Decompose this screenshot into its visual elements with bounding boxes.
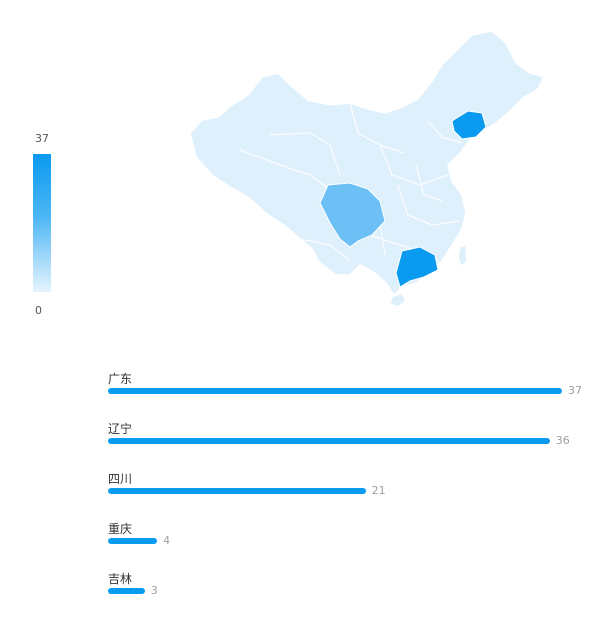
map-hainan bbox=[389, 292, 407, 308]
bar-mark[interactable] bbox=[108, 438, 550, 444]
bar-mark[interactable] bbox=[108, 538, 158, 544]
legend-min-label: 0 bbox=[35, 304, 42, 317]
bar-row[interactable]: 重庆 4 bbox=[108, 516, 588, 566]
bar-value-label: 21 bbox=[371, 484, 386, 497]
bar-category-label: 重庆 bbox=[108, 522, 133, 536]
map-province-sichuan[interactable] bbox=[319, 182, 386, 248]
ranking-bar-chart: 广东 37 辽宁 36 四川 21 重庆 4 吉林 3 bbox=[108, 366, 588, 616]
bar-mark[interactable] bbox=[108, 488, 366, 494]
map-china-outline bbox=[189, 30, 546, 297]
bar-value-label: 37 bbox=[568, 384, 582, 397]
bar-category-label: 广东 bbox=[108, 372, 133, 386]
bar-mark[interactable] bbox=[108, 388, 562, 394]
map-province-guangdong[interactable] bbox=[395, 246, 439, 288]
bar-value-label: 3 bbox=[150, 584, 158, 597]
bar-value-label: 4 bbox=[163, 534, 171, 547]
map-taiwan bbox=[457, 243, 468, 269]
bar-row[interactable]: 辽宁 36 bbox=[108, 416, 588, 466]
bar-row[interactable]: 四川 21 bbox=[108, 466, 588, 516]
map-province-liaoning[interactable] bbox=[451, 110, 487, 140]
bar-category-label: 吉林 bbox=[108, 572, 133, 586]
bar-mark[interactable] bbox=[108, 588, 145, 594]
legend-max-label: 37 bbox=[35, 132, 49, 145]
bar-category-label: 辽宁 bbox=[108, 422, 133, 436]
bar-row[interactable]: 广东 37 bbox=[108, 366, 588, 416]
legend-gradient-bar[interactable] bbox=[33, 154, 51, 292]
china-map bbox=[180, 25, 550, 315]
china-map-svg bbox=[189, 30, 546, 308]
bar-value-label: 36 bbox=[555, 434, 570, 447]
bar-row[interactable]: 吉林 3 bbox=[108, 566, 588, 616]
bar-category-label: 四川 bbox=[108, 472, 133, 486]
